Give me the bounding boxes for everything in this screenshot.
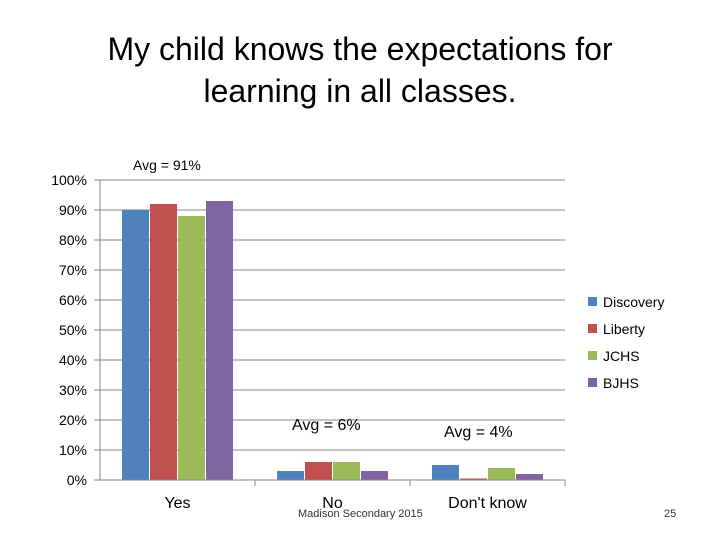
y-tick-label: 40% bbox=[59, 352, 87, 368]
bar-discovery-don-t-know bbox=[432, 465, 459, 480]
annotation-avg-dont-know: Avg = 4% bbox=[444, 424, 513, 441]
y-tick-label: 30% bbox=[59, 382, 87, 398]
legend-swatch-discovery bbox=[588, 297, 597, 306]
bar-discovery-no bbox=[277, 471, 304, 480]
y-tick-label: 60% bbox=[59, 292, 87, 308]
legend-label-bjhs: BJHS bbox=[603, 374, 639, 391]
y-tick-label: 20% bbox=[59, 412, 87, 428]
legend-item-jchs: JCHS bbox=[588, 342, 664, 369]
bar-jchs-yes bbox=[178, 216, 205, 480]
annotation-avg-no: Avg = 6% bbox=[292, 417, 361, 434]
bar-liberty-no bbox=[305, 462, 332, 480]
y-tick-label: 70% bbox=[59, 262, 87, 278]
bar-jchs-don-t-know bbox=[488, 468, 515, 480]
x-tick-label: Don't know bbox=[448, 495, 527, 512]
bar-liberty-don-t-know bbox=[460, 478, 487, 480]
legend-swatch-bjhs bbox=[588, 378, 597, 387]
legend-item-liberty: Liberty bbox=[588, 315, 664, 342]
annotation-avg-yes: Avg = 91% bbox=[133, 157, 201, 173]
y-tick-label: 100% bbox=[51, 172, 87, 188]
footer-text: Madison Secondary 2015 bbox=[298, 508, 423, 520]
legend: Discovery Liberty JCHS BJHS bbox=[588, 288, 664, 396]
legend-swatch-liberty bbox=[588, 324, 597, 333]
bar-discovery-yes bbox=[122, 210, 149, 480]
y-tick-label: 0% bbox=[67, 472, 87, 488]
x-tick-label: Yes bbox=[164, 495, 190, 512]
legend-label-liberty: Liberty bbox=[603, 320, 646, 337]
bar-jchs-no bbox=[333, 462, 360, 480]
bar-liberty-yes bbox=[150, 204, 177, 480]
legend-item-discovery: Discovery bbox=[588, 288, 664, 315]
page-number: 25 bbox=[664, 508, 677, 520]
bar-bjhs-yes bbox=[206, 201, 233, 480]
legend-label-discovery: Discovery bbox=[603, 293, 665, 310]
chart-title: My child knows the expectations for lear… bbox=[107, 31, 613, 109]
y-tick-label: 90% bbox=[59, 202, 87, 218]
bar-bjhs-don-t-know bbox=[516, 474, 543, 480]
legend-swatch-jchs bbox=[588, 351, 597, 360]
bar-bjhs-no bbox=[361, 471, 388, 480]
y-tick-label: 80% bbox=[59, 232, 87, 248]
legend-label-jchs: JCHS bbox=[603, 347, 640, 364]
y-tick-label: 10% bbox=[59, 442, 87, 458]
legend-item-bjhs: BJHS bbox=[588, 369, 664, 396]
y-tick-label: 50% bbox=[59, 322, 87, 338]
x-tick-label: No bbox=[322, 495, 343, 512]
